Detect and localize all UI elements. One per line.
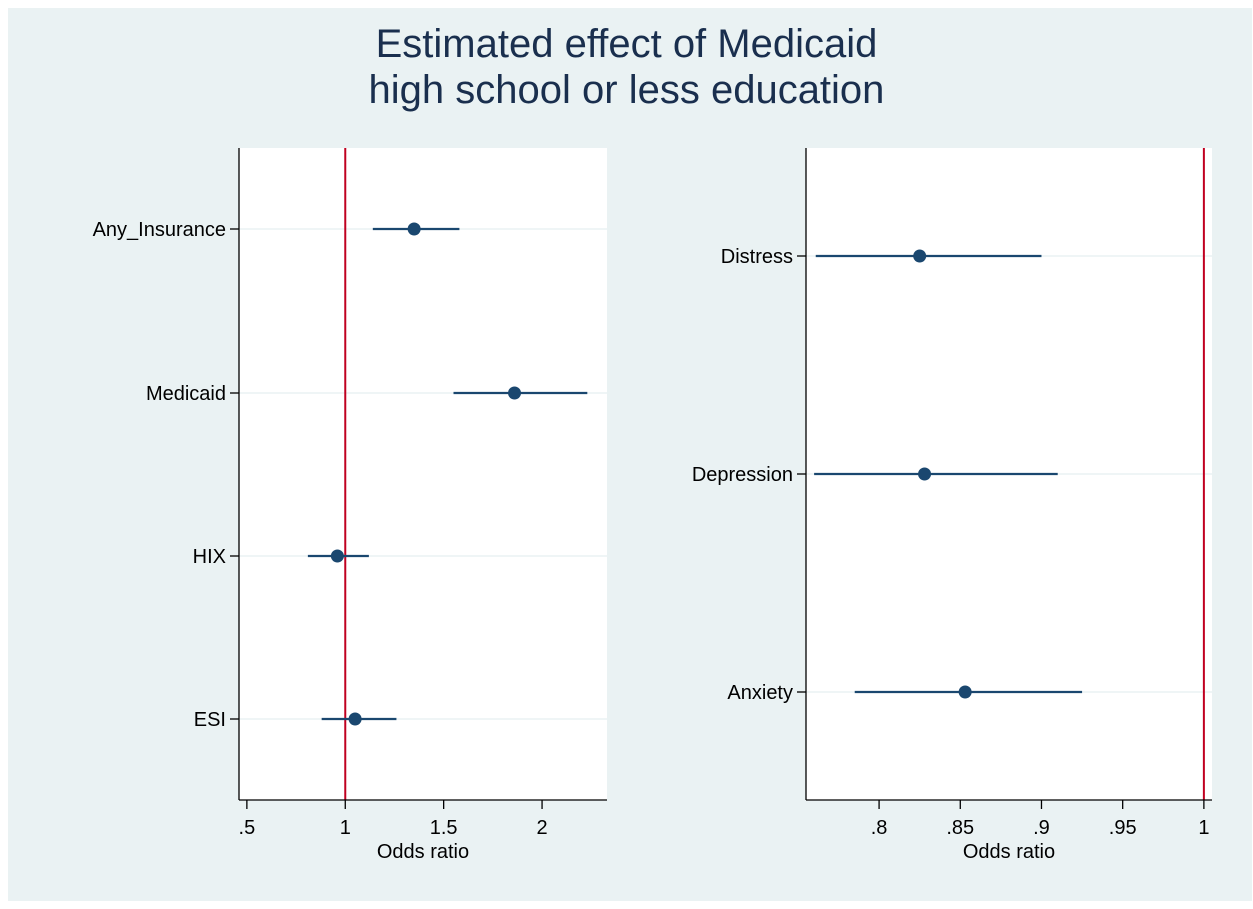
point-estimate xyxy=(958,685,972,699)
y-tick-label: Any_Insurance xyxy=(93,219,226,241)
point-estimate xyxy=(918,467,932,481)
x-tick-label: .85 xyxy=(946,817,974,839)
left-panel: Any_Insurance Medicaid HIX ESI .5 1 1.5 2 Odds r… xyxy=(93,148,607,863)
x-tick-label: .8 xyxy=(871,817,888,839)
plot-area xyxy=(239,148,607,800)
right-panel: Distress Depression Anxiety .8 .85 .9 .95 1 Odds… xyxy=(692,148,1212,863)
point-estimate xyxy=(407,222,421,236)
x-tick-label: .5 xyxy=(239,817,256,839)
point-estimate xyxy=(913,249,927,263)
y-tick-label: HIX xyxy=(193,546,226,568)
point-estimate xyxy=(330,549,344,563)
chart-title-line-2: high school or less education xyxy=(368,68,885,112)
x-tick-label: 2 xyxy=(536,817,547,839)
y-tick-label: ESI xyxy=(194,709,226,731)
y-tick-label: Anxiety xyxy=(727,682,793,704)
x-tick-label: .95 xyxy=(1109,817,1137,839)
x-tick-label: 1 xyxy=(340,817,351,839)
point-estimate xyxy=(508,386,522,400)
y-tick-label: Medicaid xyxy=(146,383,226,405)
x-tick-label: 1 xyxy=(1198,817,1209,839)
x-tick-label: 1.5 xyxy=(430,817,458,839)
x-tick-label: .9 xyxy=(1033,817,1050,839)
x-axis-title: Odds ratio xyxy=(963,841,1055,863)
chart-title-line-1: Estimated effect of Medicaid xyxy=(375,22,878,66)
point-estimate xyxy=(348,712,362,726)
y-tick-label: Depression xyxy=(692,464,793,486)
x-axis-title: Odds ratio xyxy=(377,841,469,863)
y-tick-label: Distress xyxy=(721,246,793,268)
